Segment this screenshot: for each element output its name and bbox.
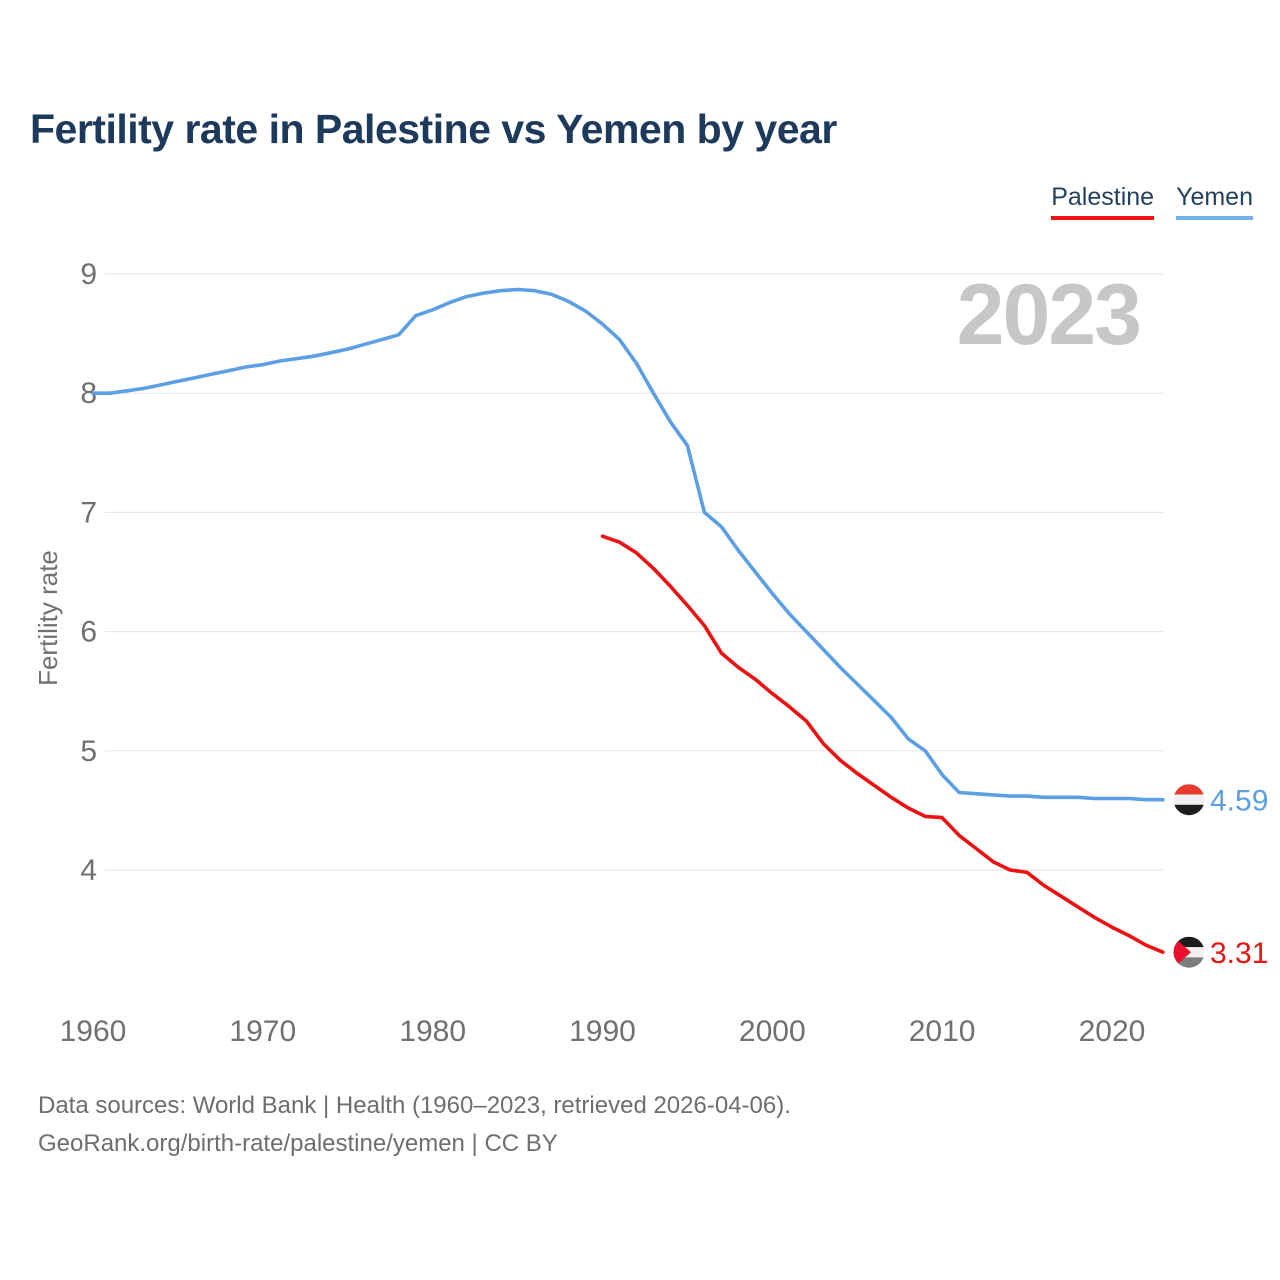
legend: Palestine Yemen [1051,183,1253,220]
footer: Data sources: World Bank | Health (1960–… [38,1087,791,1163]
x-tick-label: 2020 [1079,1015,1146,1048]
footer-attribution-line: GeoRank.org/birth-rate/palestine/yemen |… [38,1130,558,1157]
end-value-label-palestine: 3.31 [1210,937,1268,970]
palestine-flag-icon [1173,936,1205,968]
y-tick-label: 8 [80,377,97,410]
series-line-yemen [91,287,1165,802]
x-tick-label: 2010 [909,1015,976,1048]
x-tick-label: 2000 [739,1015,806,1048]
x-tick-label: 1960 [60,1015,127,1048]
yemen-flag-icon [1173,784,1205,816]
y-tick-label: 5 [80,735,97,768]
footer-sources-line: Data sources: World Bank | Health (1960–… [38,1092,791,1119]
y-tick-label: 9 [80,258,97,291]
year-watermark: 2023 [956,267,1142,363]
end-value-label-yemen: 4.59 [1210,785,1268,818]
y-tick-label: 6 [80,616,97,649]
x-tick-label: 1990 [569,1015,636,1048]
page-title: Fertility rate in Palestine vs Yemen by … [30,106,837,152]
y-tick-label: 4 [80,854,97,887]
y-tick-label: 7 [80,496,97,529]
x-tick-label: 1980 [399,1015,466,1048]
legend-item-palestine[interactable]: Palestine [1051,183,1155,220]
series-line-palestine [600,534,1165,955]
legend-item-yemen[interactable]: Yemen [1176,183,1253,220]
x-tick-label: 1970 [229,1015,296,1048]
